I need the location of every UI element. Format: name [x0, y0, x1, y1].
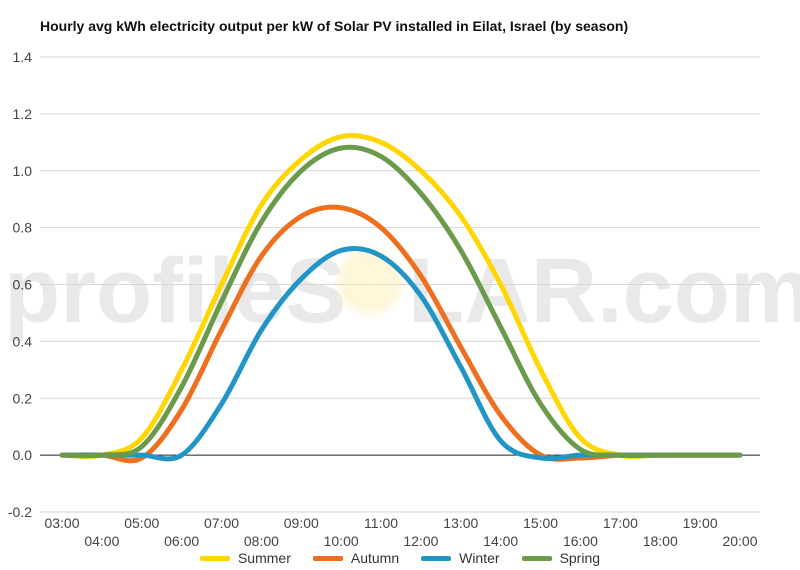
x-tick-label: 16:00 — [563, 533, 598, 549]
legend-swatch — [521, 555, 552, 561]
y-tick-label: 1.4 — [13, 49, 33, 65]
x-tick-label: 20:00 — [722, 533, 757, 549]
x-tick-label: 09:00 — [284, 515, 319, 531]
y-tick-label: 1.0 — [13, 163, 33, 179]
legend-label: Spring — [559, 550, 601, 566]
legend-item-autumn[interactable]: Autumn — [312, 549, 400, 567]
legend-swatch — [421, 555, 452, 561]
x-tick-label: 07:00 — [204, 515, 239, 531]
x-tick-label: 19:00 — [683, 515, 718, 531]
legend-swatch — [199, 555, 230, 561]
x-tick-label: 17:00 — [603, 515, 638, 531]
x-tick-label: 03:00 — [44, 515, 79, 531]
legend-item-winter[interactable]: Winter — [421, 549, 500, 567]
chart-title: Hourly avg kWh electricity output per kW… — [40, 18, 629, 34]
x-tick-label: 10:00 — [324, 533, 359, 549]
y-tick-label: 1.2 — [13, 106, 33, 122]
watermark-text-right: LAR.com — [408, 240, 800, 342]
watermark-sun-icon — [332, 244, 408, 320]
y-tick-label: 0.4 — [13, 333, 33, 349]
y-tick-label: 0.6 — [13, 277, 33, 293]
x-tick-label: 08:00 — [244, 533, 279, 549]
y-tick-label: 0.2 — [13, 390, 33, 406]
legend-swatch — [312, 555, 343, 561]
x-tick-label: 12:00 — [403, 533, 438, 549]
y-tick-label: 0.8 — [13, 220, 33, 236]
x-tick-label: 15:00 — [523, 515, 558, 531]
legend-label: Winter — [459, 550, 500, 566]
legend-item-summer[interactable]: Summer — [199, 549, 291, 567]
x-tick-label: 13:00 — [443, 515, 478, 531]
y-tick-label: -0.2 — [8, 504, 32, 520]
x-tick-label: 18:00 — [643, 533, 678, 549]
x-tick-label: 06:00 — [164, 533, 199, 549]
legend-label: Autumn — [350, 550, 400, 566]
x-tick-label: 14:00 — [483, 533, 518, 549]
x-tick-label: 05:00 — [124, 515, 159, 531]
x-tick-label: 11:00 — [364, 515, 398, 531]
legend-item-spring[interactable]: Spring — [521, 549, 601, 567]
series-line-spring — [59, 144, 743, 459]
legend: Summer Autumn Winter Spring — [0, 549, 800, 567]
y-tick-label: 0.0 — [13, 447, 33, 463]
x-tick-label: 04:00 — [84, 533, 119, 549]
legend-label: Summer — [237, 550, 291, 566]
watermark-text-left: profileS — [4, 240, 346, 342]
